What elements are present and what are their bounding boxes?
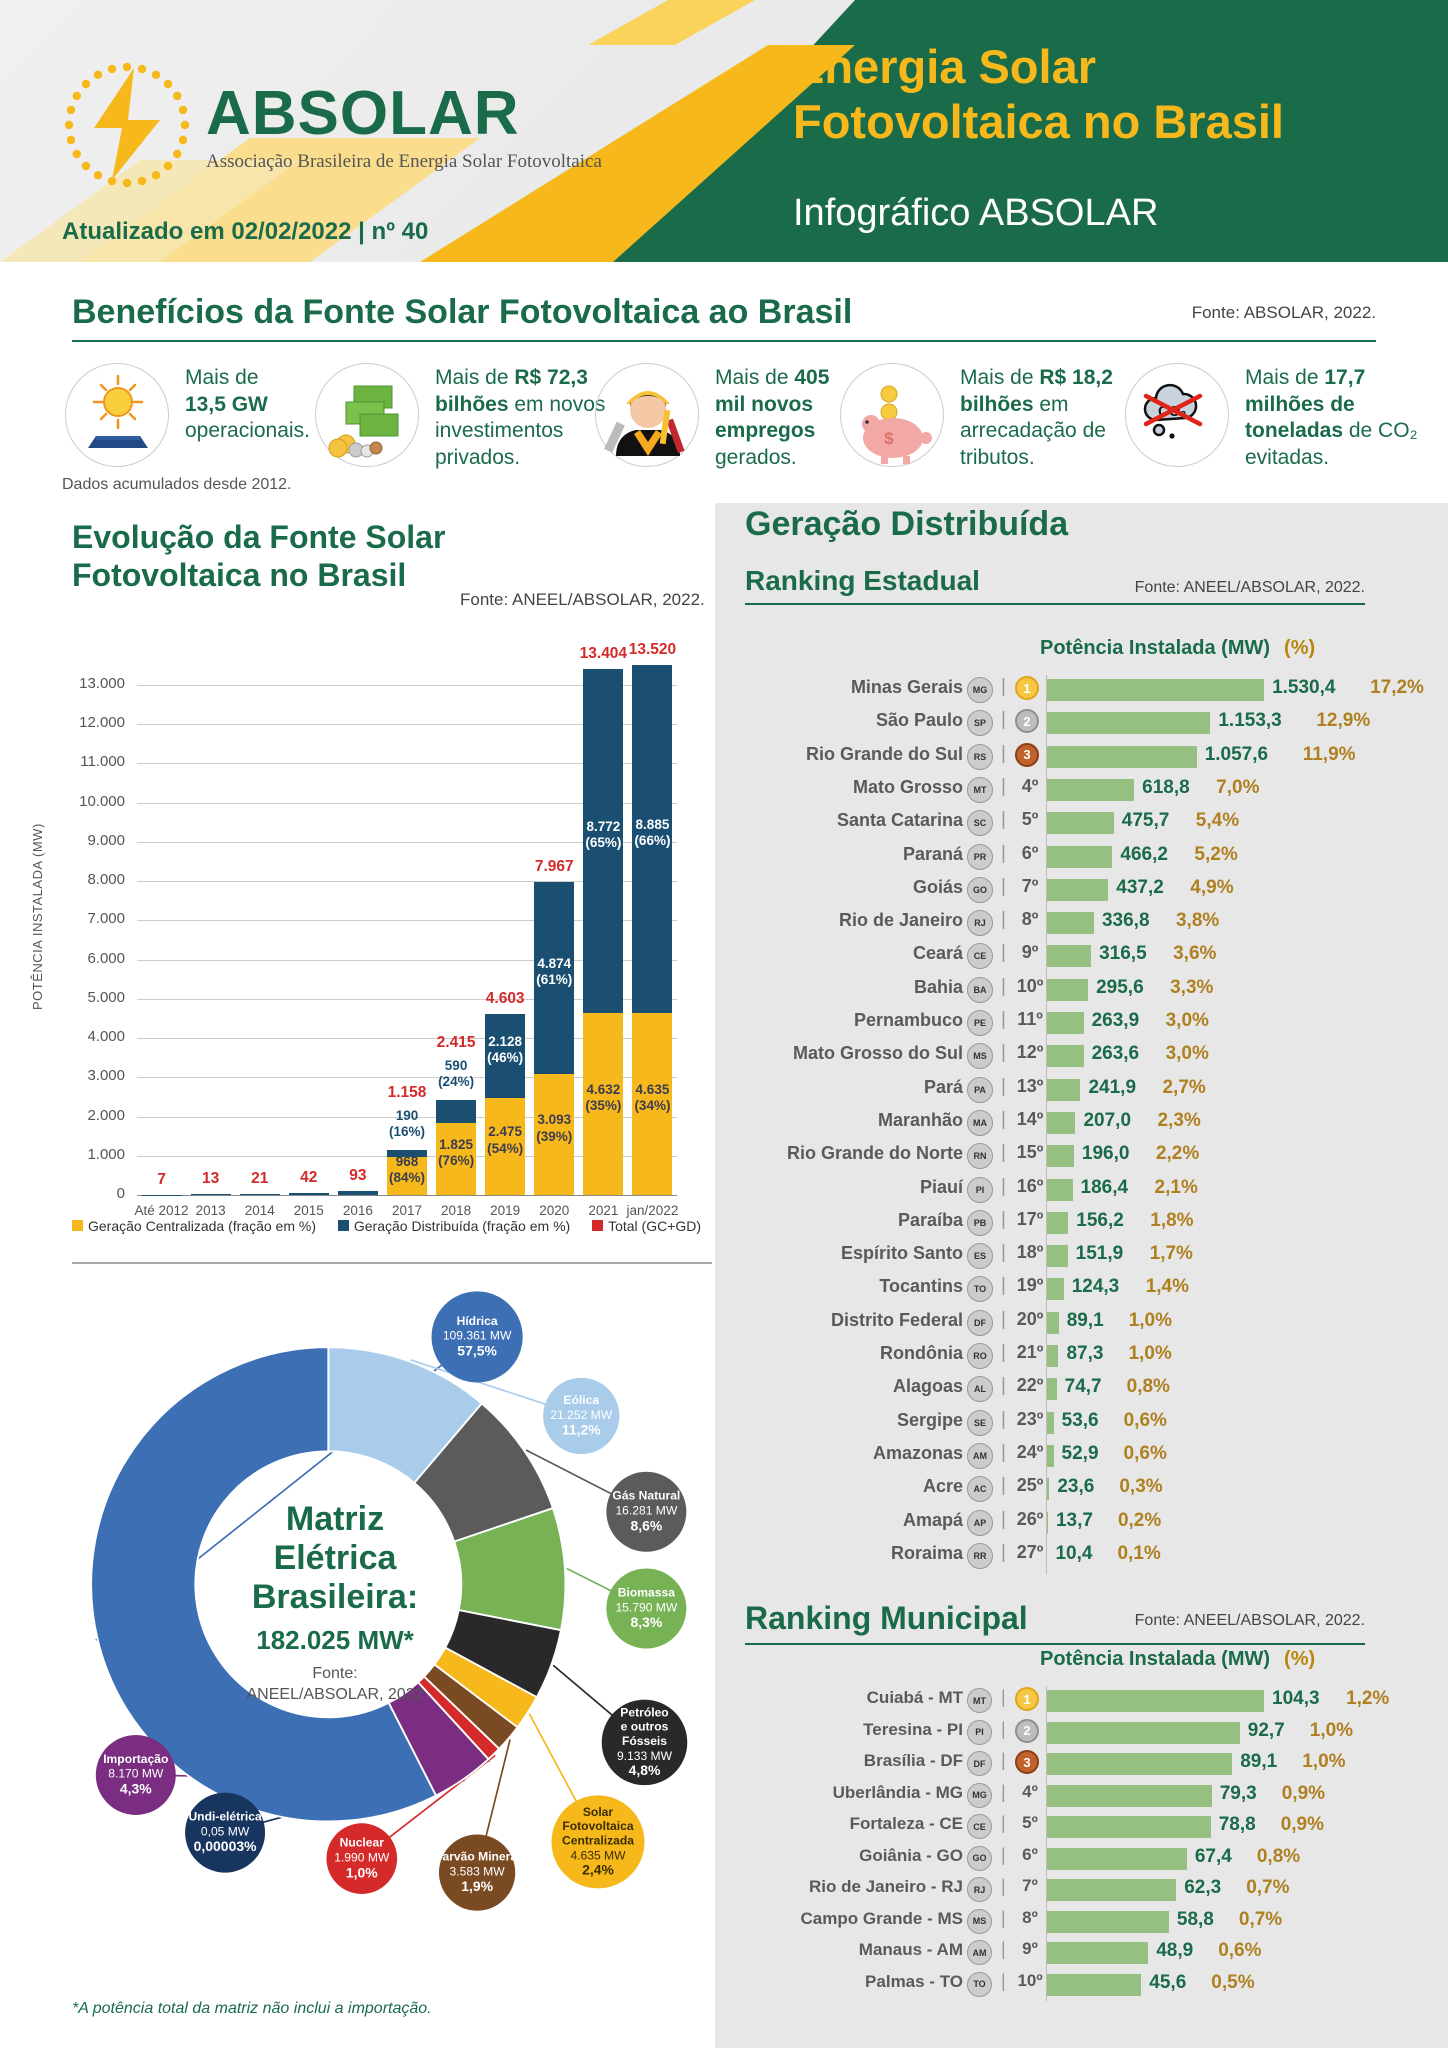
svg-text:$: $ — [884, 429, 894, 448]
